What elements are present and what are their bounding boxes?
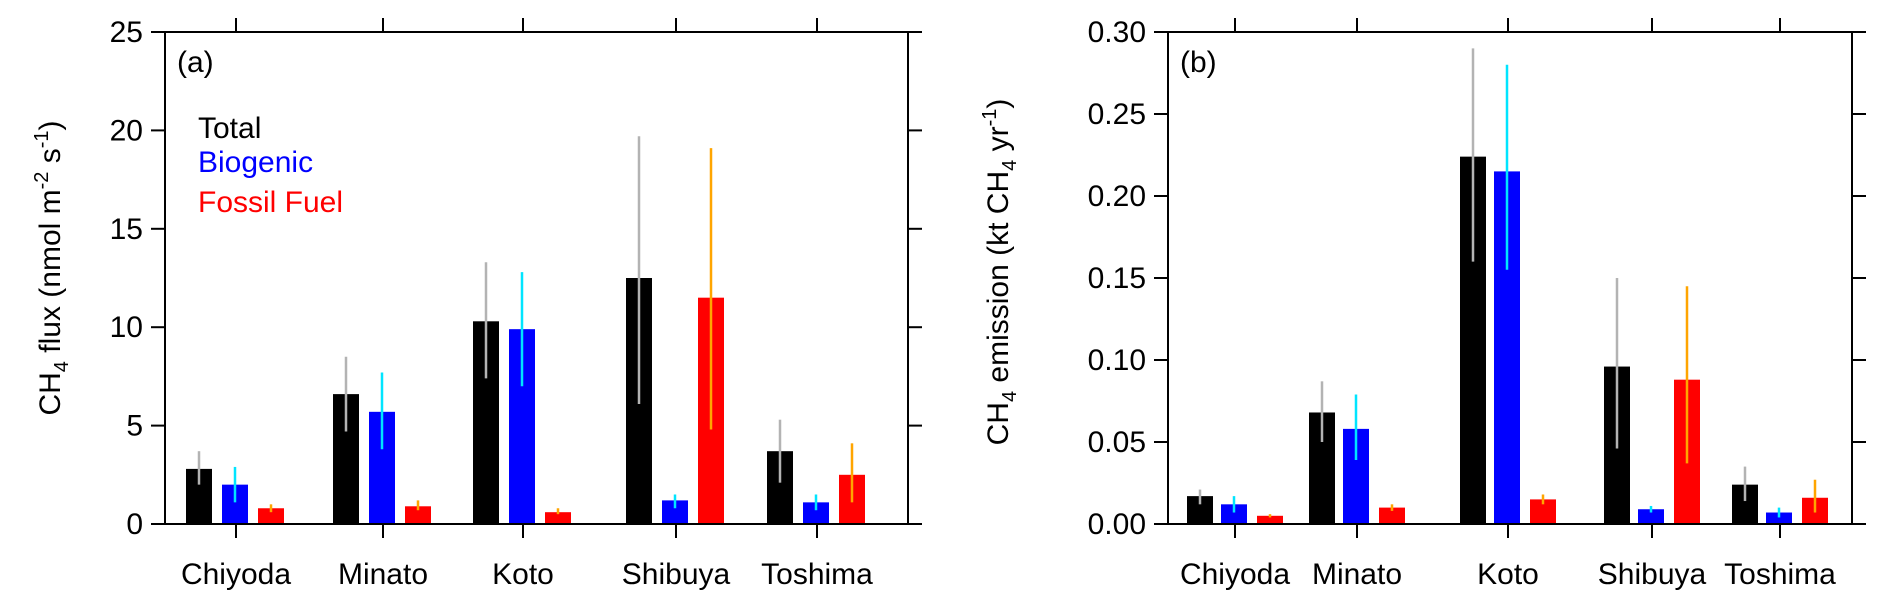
panel-b-y-tick-label-3: 0.15 [1088,262,1146,295]
yb-main: CH [982,402,1015,445]
panel-a-category-label-1: Minato [338,558,428,591]
panel-b-y-tick-label-5: 0.25 [1088,98,1146,131]
panel-a-y-tick-label-1: 5 [126,410,143,443]
panel-b-bar-fossil-fuel-0 [1257,515,1283,524]
panel-b-bar-biogenic-3 [1638,509,1664,524]
yb-end: ) [982,99,1015,109]
yb-mid: emission (kt CH [982,171,1015,391]
panel-a-category-label-3: Shibuya [622,558,731,591]
panel-b-bar-biogenic-0 [1221,504,1247,524]
panel-b-y-tick-label-4: 0.20 [1088,180,1146,213]
panel-b-category-label-4: Toshima [1724,558,1836,591]
panel-a-y-tick-label-0: 0 [126,508,143,541]
legend-total: Total [198,112,261,145]
ya-sub: 4 [51,361,73,372]
ya-mid2: s [34,148,67,171]
panel-b-category-label-0: Chiyoda [1180,558,1290,591]
panel-a-chart: 0 5 10 15 20 25 Chiyoda Minato Koto Shibuya Toshim… [31,16,922,591]
panel-b-category-label-1: Minato [1312,558,1402,591]
panel-a-y-tick-label-3: 15 [110,213,143,246]
panel-a-label: (a) [177,46,214,79]
panel-b-label: (b) [1180,46,1217,79]
panel-b-category-label-2: Koto [1477,558,1539,591]
panel-b-y-tick-label-6: 0.30 [1088,16,1146,49]
ya-main: CH [34,372,67,415]
panel-a-category-label-0: Chiyoda [181,558,291,591]
panel-b-y-tick-label-2: 0.10 [1088,344,1146,377]
panel-b-y-tick-label-0: 0.00 [1088,508,1146,541]
ya-sup1: -2 [31,172,53,190]
legend-fossil-fuel: Fossil Fuel [198,186,343,219]
panel-a-bar-biogenic-4 [803,502,829,524]
panel-a-bar-fossil-fuel-1 [405,506,431,524]
panel-b-bar-biogenic-4 [1766,512,1792,524]
panel-b-y-axis-title: CH4 emission (kt CH4 yr-1) [979,99,1021,446]
panel-b-bar-fossil-fuel-1 [1379,507,1405,524]
panel-b-chart: 0.00 0.05 0.10 0.15 0.20 0.25 0.30 Chiyoda Minat… [979,16,1866,591]
panel-a-y-tick-label-5: 25 [110,16,143,49]
panel-a-category-label-2: Koto [492,558,554,591]
yb-sup1: -1 [979,109,1001,127]
panel-a-bar-biogenic-3 [662,500,688,524]
panel-a-bar-fossil-fuel-2 [545,512,571,524]
panel-b-y-tick-label-1: 0.05 [1088,426,1146,459]
ya-mid: flux (nmol m [34,189,67,361]
panel-b-category-label-3: Shibuya [1598,558,1707,591]
ya-end: ) [34,120,67,130]
yb-sub: 4 [999,391,1021,402]
yb-sub2: 4 [999,160,1021,171]
panel-a-y-axis-title: CH4 flux (nmol m-2 s-1) [31,120,73,415]
ya-sup2: -1 [31,130,53,148]
legend-biogenic: Biogenic [198,146,313,179]
panel-a-category-label-4: Toshima [761,558,873,591]
panel-a-y-tick-label-4: 20 [110,114,143,147]
panel-a-bar-fossil-fuel-0 [258,508,284,524]
yb-mid2: yr [982,126,1015,159]
panel-a-y-tick-label-2: 10 [110,311,143,344]
